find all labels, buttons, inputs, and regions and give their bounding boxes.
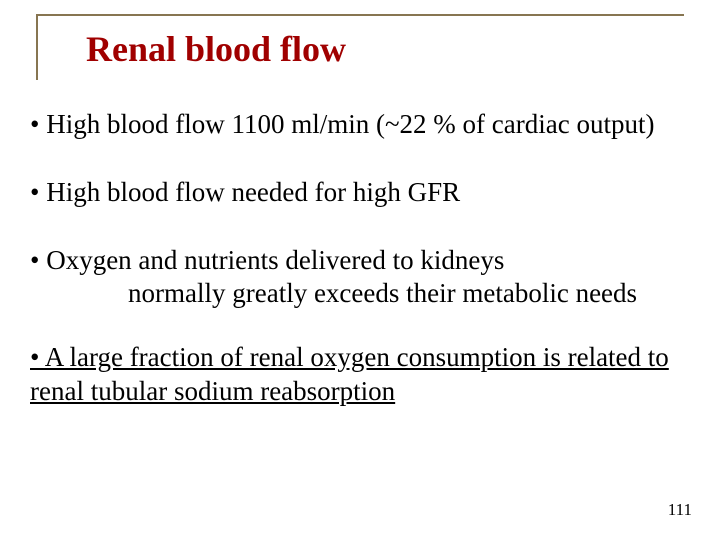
bullet-3: • Oxygen and nutrients delivered to kidn… [30,244,700,312]
bullet-2: • High blood flow needed for high GFR [30,176,700,210]
bullet-3-line2: normally greatly exceeds their metabolic… [30,277,700,311]
bullet-3-line1: • Oxygen and nutrients delivered to kidn… [30,245,504,275]
slide-title: Renal blood flow [86,28,346,70]
slide-content: • High blood flow 1100 ml/min (~22 % of … [30,108,700,409]
bullet-4-text: • A large fraction of renal oxygen consu… [30,342,669,406]
title-rule-top [36,14,684,16]
title-rule-left [36,14,38,80]
slide-number: 111 [668,500,692,520]
bullet-1: • High blood flow 1100 ml/min (~22 % of … [30,108,700,142]
bullet-4: • A large fraction of renal oxygen consu… [30,341,700,409]
